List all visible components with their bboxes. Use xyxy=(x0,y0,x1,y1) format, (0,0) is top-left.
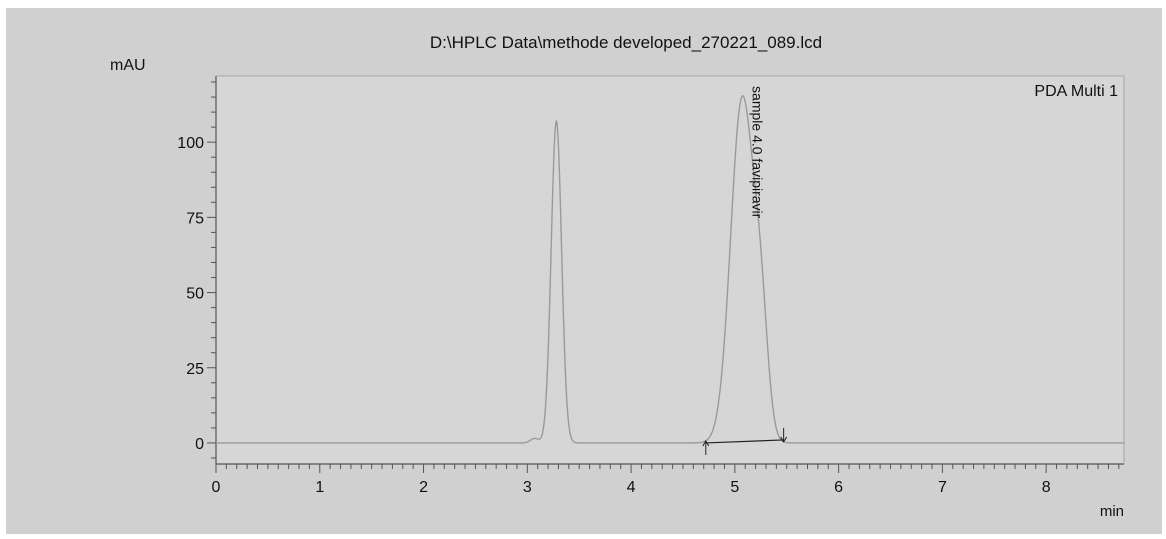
y-tick-label: 75 xyxy=(186,210,204,227)
x-tick-label: 2 xyxy=(419,479,428,496)
x-tick-label: 3 xyxy=(523,479,532,496)
plot-area xyxy=(216,76,1124,464)
x-tick-label: 8 xyxy=(1042,479,1051,496)
series-line-pda-multi-1 xyxy=(216,95,1124,444)
axes xyxy=(215,75,1125,465)
integration-baseline xyxy=(702,427,788,455)
y-tick-label: 100 xyxy=(177,135,204,152)
x-tick-label: 5 xyxy=(730,479,739,496)
chart-title: D:\HPLC Data\methode developed_270221_08… xyxy=(430,33,822,52)
y-tick-label: 50 xyxy=(186,286,204,303)
legend-entry-series: PDA Multi 1 xyxy=(1034,83,1118,100)
tick-marks xyxy=(207,81,1120,473)
y-tick-label: 0 xyxy=(195,436,204,453)
x-tick-label: 0 xyxy=(212,479,221,496)
x-tick-label: 7 xyxy=(938,479,947,496)
chromatogram-panel: 0 1 2 3 4 5 6 7 8 0 25 50 75 100 D:\HPLC Data\methode… xyxy=(6,8,1162,534)
y-axis-label: mAU xyxy=(110,57,146,74)
baseline-start-arrow xyxy=(702,439,710,447)
baseline-line xyxy=(705,439,784,444)
x-tick-label: 4 xyxy=(627,479,636,496)
chromatogram-chart: 0 1 2 3 4 5 6 7 8 0 25 50 75 100 D:\HPLC Data\methode… xyxy=(110,33,1125,520)
y-tick-label: 25 xyxy=(186,361,204,378)
x-axis-label: min xyxy=(1100,503,1124,520)
baseline-end-arrow xyxy=(780,436,788,443)
x-tick-label: 1 xyxy=(315,479,324,496)
peak-annotation: sample 4.0 favipiravir xyxy=(749,86,765,219)
tick-labels: 0 1 2 3 4 5 6 7 8 0 25 50 75 100 xyxy=(177,135,1050,496)
x-tick-label: 6 xyxy=(834,479,843,496)
